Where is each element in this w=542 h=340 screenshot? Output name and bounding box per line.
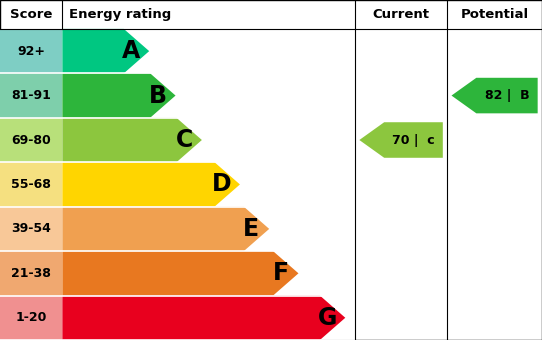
Polygon shape — [62, 29, 149, 73]
Text: E: E — [243, 217, 260, 241]
Polygon shape — [451, 78, 538, 113]
Text: 82 |  B: 82 | B — [485, 89, 530, 102]
Text: D: D — [212, 172, 232, 197]
Text: 92+: 92+ — [17, 45, 45, 57]
Text: A: A — [122, 39, 140, 63]
Bar — [0, 73, 62, 118]
Text: 21-38: 21-38 — [11, 267, 51, 280]
Bar — [0, 118, 62, 162]
Text: 69-80: 69-80 — [11, 134, 51, 147]
Text: 55-68: 55-68 — [11, 178, 51, 191]
Bar — [0, 251, 62, 295]
Polygon shape — [62, 118, 202, 162]
Polygon shape — [62, 251, 299, 295]
Bar — [0, 29, 62, 73]
Bar — [0, 162, 62, 207]
Text: Score: Score — [10, 8, 53, 21]
Text: Current: Current — [372, 8, 430, 21]
Text: Energy rating: Energy rating — [69, 8, 171, 21]
Text: B: B — [149, 84, 167, 107]
Text: 1-20: 1-20 — [16, 311, 47, 324]
Text: Potential: Potential — [461, 8, 528, 21]
Polygon shape — [62, 295, 345, 340]
Text: 70 |  c: 70 | c — [392, 134, 435, 147]
Text: F: F — [273, 261, 289, 285]
Text: 81-91: 81-91 — [11, 89, 51, 102]
Bar — [0, 207, 62, 251]
Bar — [0, 295, 62, 340]
Text: C: C — [176, 128, 193, 152]
Polygon shape — [62, 207, 269, 251]
Text: G: G — [318, 306, 337, 330]
Polygon shape — [62, 162, 240, 207]
Polygon shape — [359, 122, 443, 158]
Polygon shape — [62, 73, 176, 118]
Text: 39-54: 39-54 — [11, 222, 51, 235]
